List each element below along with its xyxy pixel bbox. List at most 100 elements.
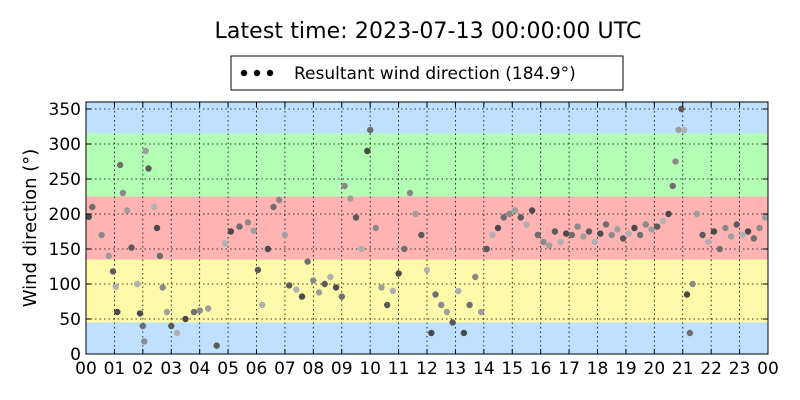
data-point	[310, 277, 317, 284]
legend-marker	[266, 69, 274, 77]
data-point	[119, 189, 127, 197]
data-point	[136, 310, 144, 317]
data-point	[551, 228, 559, 235]
x-tick-label: 10	[359, 359, 381, 379]
data-point	[654, 223, 661, 230]
data-point	[614, 226, 621, 233]
data-point	[332, 284, 340, 291]
data-point	[124, 207, 131, 214]
data-point	[636, 231, 644, 239]
data-point	[389, 287, 397, 295]
data-point	[699, 231, 706, 239]
y-tick-label: 350	[49, 100, 81, 120]
data-point	[528, 207, 536, 214]
data-point	[244, 219, 252, 226]
data-point	[568, 231, 576, 239]
data-point	[281, 231, 289, 239]
data-point	[585, 228, 593, 235]
x-tick-label: 21	[672, 359, 694, 379]
y-tick-label: 300	[49, 135, 81, 155]
data-point	[163, 308, 171, 316]
x-tick-label: 18	[587, 359, 609, 379]
data-point	[134, 280, 141, 288]
x-tick-label: 01	[104, 359, 126, 379]
data-point	[173, 329, 181, 337]
data-point	[401, 245, 408, 253]
data-point	[384, 301, 391, 309]
data-point	[85, 213, 93, 220]
data-point	[608, 231, 615, 239]
data-point	[141, 338, 148, 345]
data-point	[511, 207, 519, 214]
data-point	[286, 282, 293, 289]
data-point	[739, 231, 746, 239]
data-point	[597, 230, 604, 237]
y-tick-label: 250	[49, 170, 81, 190]
y-tick-label: 50	[59, 310, 81, 330]
x-tick-label: 00	[757, 359, 779, 379]
data-point	[145, 165, 152, 172]
data-point	[625, 230, 632, 237]
data-point	[563, 230, 570, 237]
data-point	[142, 147, 149, 155]
x-tick-label: 07	[274, 359, 296, 379]
data-points	[85, 105, 769, 349]
data-point	[395, 270, 402, 277]
y-tick-label: 150	[49, 240, 81, 260]
data-point	[156, 252, 164, 260]
data-point	[341, 182, 348, 190]
x-tick-label: 14	[473, 359, 495, 379]
x-tick-label: 16	[530, 359, 552, 379]
data-point	[358, 245, 365, 253]
data-point	[517, 214, 524, 221]
data-point	[443, 308, 451, 316]
x-tick-label: 20	[644, 359, 666, 379]
data-point	[631, 224, 638, 232]
data-point	[580, 233, 587, 240]
data-point	[412, 210, 419, 218]
data-point	[347, 195, 354, 202]
data-point	[139, 322, 146, 330]
data-point	[205, 305, 212, 312]
data-point	[659, 217, 667, 225]
data-point	[689, 280, 696, 288]
x-tick-label: 04	[189, 359, 211, 379]
data-point	[557, 238, 564, 246]
y-tick-label: 200	[49, 205, 81, 225]
data-point	[672, 158, 679, 165]
legend-label: Resultant wind direction (184.9°)	[294, 64, 576, 84]
data-point	[683, 291, 691, 298]
chart-title: Latest time: 2023-07-13 00:00:00 UTC	[214, 19, 642, 44]
data-point	[116, 161, 124, 169]
data-point	[727, 233, 735, 240]
data-point	[378, 284, 385, 291]
data-point	[227, 228, 235, 235]
x-tick-label: 19	[615, 359, 637, 379]
data-point	[128, 244, 135, 251]
data-point	[722, 224, 729, 232]
data-point	[406, 189, 414, 197]
data-point	[105, 252, 112, 260]
data-point	[669, 182, 676, 190]
data-point	[367, 126, 374, 134]
data-point	[648, 226, 655, 233]
x-tick-label: 17	[558, 359, 580, 379]
data-point	[686, 329, 694, 337]
data-point	[213, 342, 220, 349]
data-point	[352, 214, 360, 221]
data-point	[762, 214, 769, 221]
data-point	[112, 283, 120, 290]
x-tick-label: 13	[445, 359, 467, 379]
legend-marker	[240, 69, 248, 77]
data-point	[298, 293, 306, 300]
data-point	[642, 221, 649, 228]
data-point	[109, 268, 117, 275]
legend-box	[230, 55, 624, 91]
data-point	[665, 210, 672, 218]
data-point	[681, 126, 688, 134]
data-point	[693, 210, 701, 218]
x-tick-label: 06	[246, 359, 268, 379]
legend-marker	[253, 69, 261, 77]
data-point	[315, 289, 323, 296]
x-tick-label: 02	[132, 359, 154, 379]
